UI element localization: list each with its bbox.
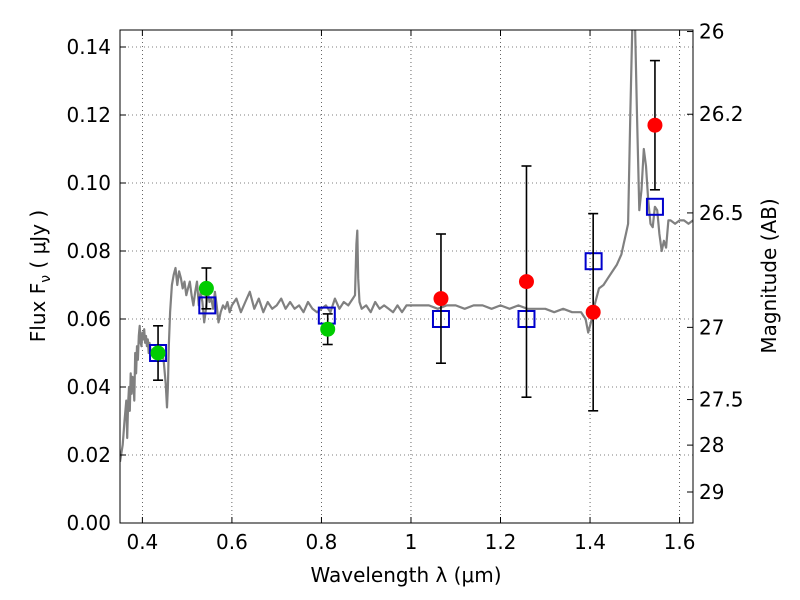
y-axis-label: Flux Fν ( μJy ): [26, 210, 54, 342]
data-group: [120, 30, 693, 462]
x-tick-label: 1.4: [574, 530, 606, 554]
plot-area: [120, 30, 693, 462]
y-axis-label-unit: ( μJy ): [26, 210, 50, 275]
y2-axis-label: Magnitude (AB): [757, 198, 781, 353]
y-axis-label-text: Flux F: [26, 283, 50, 342]
y-tick-label: 0.06: [66, 307, 111, 331]
y-tick-label: 0.14: [66, 35, 111, 59]
y-tick-label: 0.12: [66, 103, 111, 127]
y-tick-label: 0.02: [66, 443, 111, 467]
x-tick-label: 0.6: [216, 530, 248, 554]
plot-frame: [119, 29, 694, 524]
y-tick-label: 0.04: [66, 375, 111, 399]
y2-tick-label: 26: [699, 20, 724, 44]
square-marker: [645, 197, 664, 216]
circle-marker: [320, 321, 336, 337]
y2-tick-label: 29: [699, 480, 724, 504]
y2-tick-label: 27: [699, 315, 724, 339]
circle-marker: [150, 345, 166, 361]
circle-marker: [647, 117, 663, 133]
y2-tick-label: 27.5: [699, 388, 744, 412]
y2-tick-label: 26.5: [699, 201, 744, 225]
y-axis-label-subscript: ν: [38, 275, 54, 283]
y2-tick-label: 26.2: [699, 102, 744, 126]
square-marker: [198, 296, 217, 315]
circle-marker: [433, 291, 449, 307]
axes: 0.4 0.6 0.8 1 1.2 1.4 1.6 0.00 0.02 0.04 0.06 0.08 0…: [66, 20, 743, 554]
x-tick-label: 0.4: [126, 530, 158, 554]
x-tick-label: 1.6: [664, 530, 696, 554]
y2-tick-label: 28: [699, 433, 724, 457]
x-tick-label: 1: [405, 530, 418, 554]
x-axis-label: Wavelength λ (μm): [310, 563, 501, 587]
y-tick-label: 0.10: [66, 171, 111, 195]
y-tick-label: 0.00: [66, 511, 111, 535]
circle-marker: [585, 304, 601, 320]
y-tick-label: 0.08: [66, 239, 111, 263]
x-tick-label: 0.8: [306, 530, 338, 554]
circle-marker: [518, 274, 534, 290]
circle-marker: [198, 280, 214, 296]
x-tick-label: 1.2: [485, 530, 517, 554]
